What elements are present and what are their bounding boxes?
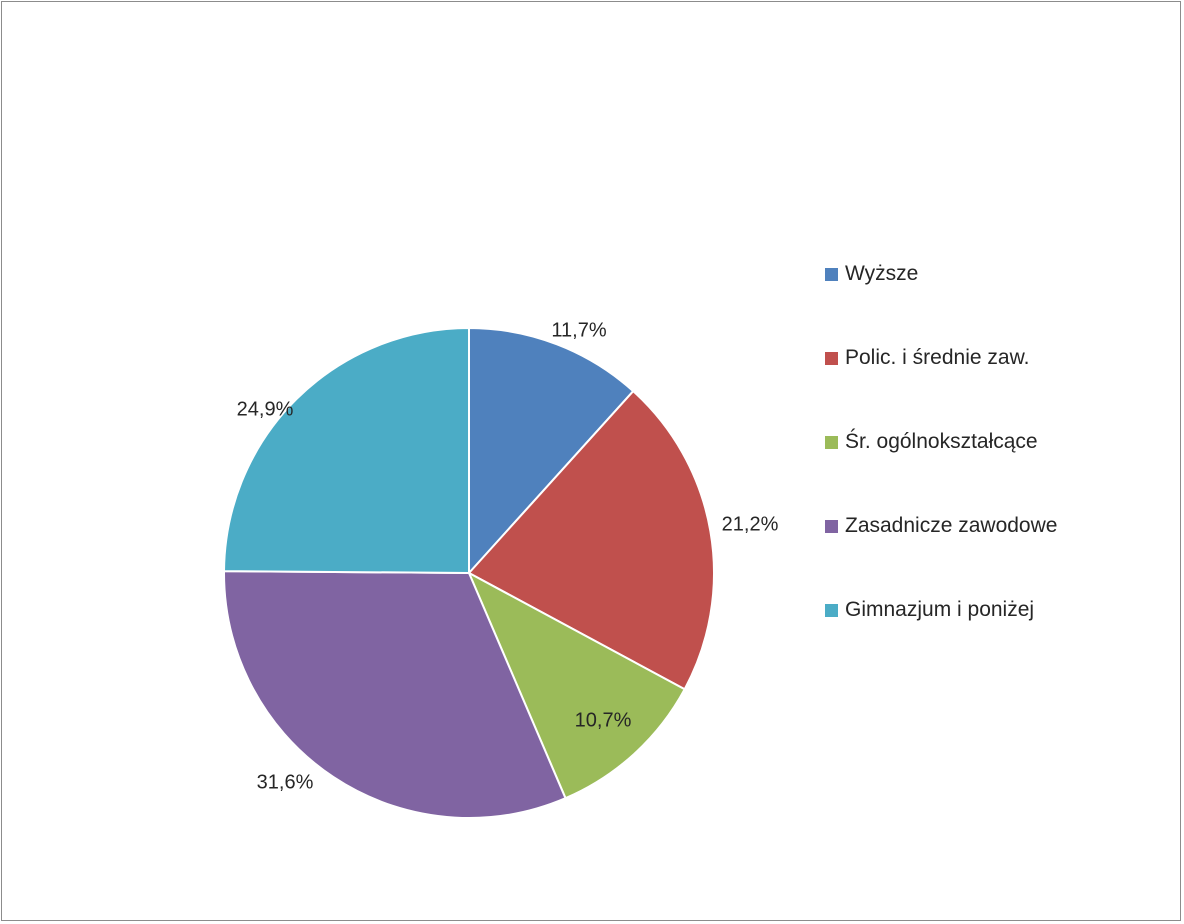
legend: Wyższe Polic. i średnie zaw. Śr. ogólnoksz… [825, 258, 1057, 678]
legend-item-2: Polic. i średnie zaw. [825, 342, 1057, 426]
legend-label: Gimnazjum i poniżej [845, 598, 1035, 621]
legend-swatch [825, 268, 838, 281]
legend-item-3: Śr. ogólnokształcące [825, 426, 1057, 510]
data-labels: 11,7% 21,2% 10,7% 31,6% 24,9% [237, 319, 779, 793]
pie-slice-1 [468, 327, 635, 574]
legend-item-1: Wyższe [825, 258, 1057, 342]
data-label-5: 24,9% [237, 398, 294, 420]
pie-slice-5 [223, 327, 470, 574]
legend-item-4: Zasadnicze zawodowe [825, 510, 1057, 594]
legend-label: Śr. ogólnokształcące [845, 430, 1038, 453]
legend-item-5: Gimnazjum i poniżej [825, 594, 1057, 678]
pie-slice-3 [468, 572, 686, 800]
pie-slices [223, 327, 715, 819]
legend-label: Wyższe [845, 262, 919, 285]
data-label-4: 31,6% [257, 771, 314, 793]
data-label-1: 11,7% [551, 319, 606, 341]
pie-slice-2 [468, 390, 715, 691]
legend-swatch [825, 436, 838, 449]
pie-slice-4 [223, 570, 567, 819]
legend-label: Zasadnicze zawodowe [845, 514, 1058, 537]
data-label-3: 10,7% [575, 709, 632, 731]
legend-swatch [825, 352, 838, 365]
legend-swatch [825, 520, 838, 533]
data-label-2: 21,2% [722, 513, 779, 535]
legend-swatch [825, 604, 838, 617]
legend-label: Polic. i średnie zaw. [845, 346, 1030, 369]
